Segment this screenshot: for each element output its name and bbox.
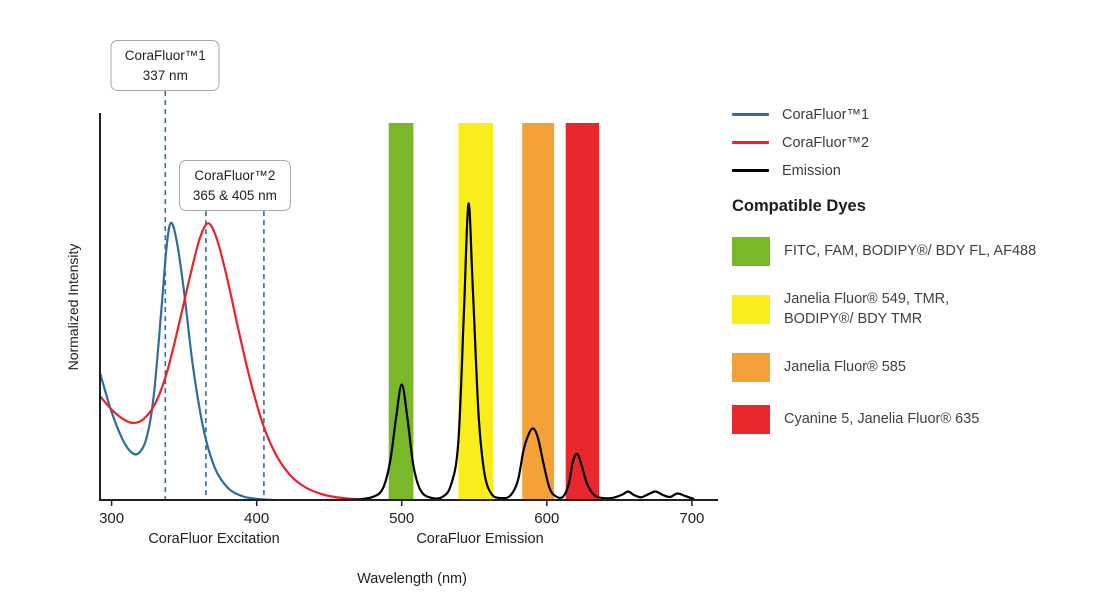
dye-color-swatch xyxy=(732,237,770,266)
filter-band-red xyxy=(565,123,600,500)
legend-label: Emission xyxy=(782,162,841,179)
dye-label: Janelia Fluor® 585 xyxy=(784,358,906,375)
callout-subtitle: 365 & 405 nm xyxy=(192,187,277,203)
curve-corafluor-1 xyxy=(98,221,276,502)
dye-label: FITC, FAM, BODIPY®/ BDY FL, AF488 xyxy=(784,243,1037,260)
dye-list: FITC, FAM, BODIPY®/ BDY FL, AF488 Janelia… xyxy=(732,237,1102,434)
dye-color-swatch xyxy=(732,404,770,434)
filter-band-orange xyxy=(522,123,555,500)
x-axis-tick-label-700: 700 xyxy=(679,510,704,527)
x-axis-label: Wavelength (nm) xyxy=(357,571,467,587)
legend-label: CoraFluor™2 xyxy=(782,134,870,151)
dye-label: Cyanine 5, Janelia Fluor® 635 xyxy=(784,410,980,427)
x-axis-tick-label-300: 300 xyxy=(99,510,124,527)
legend-line-swatch xyxy=(732,141,769,144)
callout-title: CoraFluor™2 xyxy=(194,168,276,183)
dye-label: Janelia Fluor® 549, TMR, BODIPY®/ BDY TM… xyxy=(784,291,950,328)
legend-item-emission: Emission xyxy=(732,162,869,179)
y-axis-label: Normalized Intensity xyxy=(65,243,81,371)
x-axis-tick-label-600: 600 xyxy=(534,510,559,527)
legend: CoraFluor™1 CoraFluor™2 Emission xyxy=(732,106,869,179)
legend-label: CoraFluor™1 xyxy=(782,106,870,123)
legend-item-corafluor-1: CoraFluor™1 xyxy=(732,106,869,123)
dye-item-janelia-fluor-549: Janelia Fluor® 549, TMR, BODIPY®/ BDY TM… xyxy=(732,289,1102,330)
dye-color-swatch xyxy=(732,352,770,382)
dye-item-cyanine-5: Cyanine 5, Janelia Fluor® 635 xyxy=(732,404,1102,434)
x-axis-region-label-emission: CoraFluor Emission xyxy=(416,531,544,547)
compatible-dyes-heading: Compatible Dyes xyxy=(732,197,866,215)
callout-title: CoraFluor™1 xyxy=(124,48,206,63)
x-axis-tick-label-500: 500 xyxy=(389,510,414,527)
dye-color-swatch xyxy=(732,294,770,324)
callout-subtitle: 337 nm xyxy=(142,67,188,83)
x-axis-tick-label-400: 400 xyxy=(244,510,269,527)
dye-item-janelia-fluor-585: Janelia Fluor® 585 xyxy=(732,352,1102,382)
dye-item-fitc: FITC, FAM, BODIPY®/ BDY FL, AF488 xyxy=(732,237,1102,266)
callout-corafluor1-excitation-max: CoraFluor™1 337 nm xyxy=(110,40,220,92)
curve-emission xyxy=(328,202,695,502)
legend-line-swatch xyxy=(732,169,769,172)
x-axis-region-label-excitation: CoraFluor Excitation xyxy=(148,531,280,547)
compatible-dyes-panel: Compatible Dyes FITC, FAM, BODIPY®/ BDY … xyxy=(732,197,1102,457)
legend-item-corafluor-2: CoraFluor™2 xyxy=(732,134,869,151)
legend-line-swatch xyxy=(732,113,769,116)
curve-corafluor-2 xyxy=(98,222,374,502)
callout-corafluor2-excitation-max: CoraFluor™2 365 & 405 nm xyxy=(178,160,291,212)
